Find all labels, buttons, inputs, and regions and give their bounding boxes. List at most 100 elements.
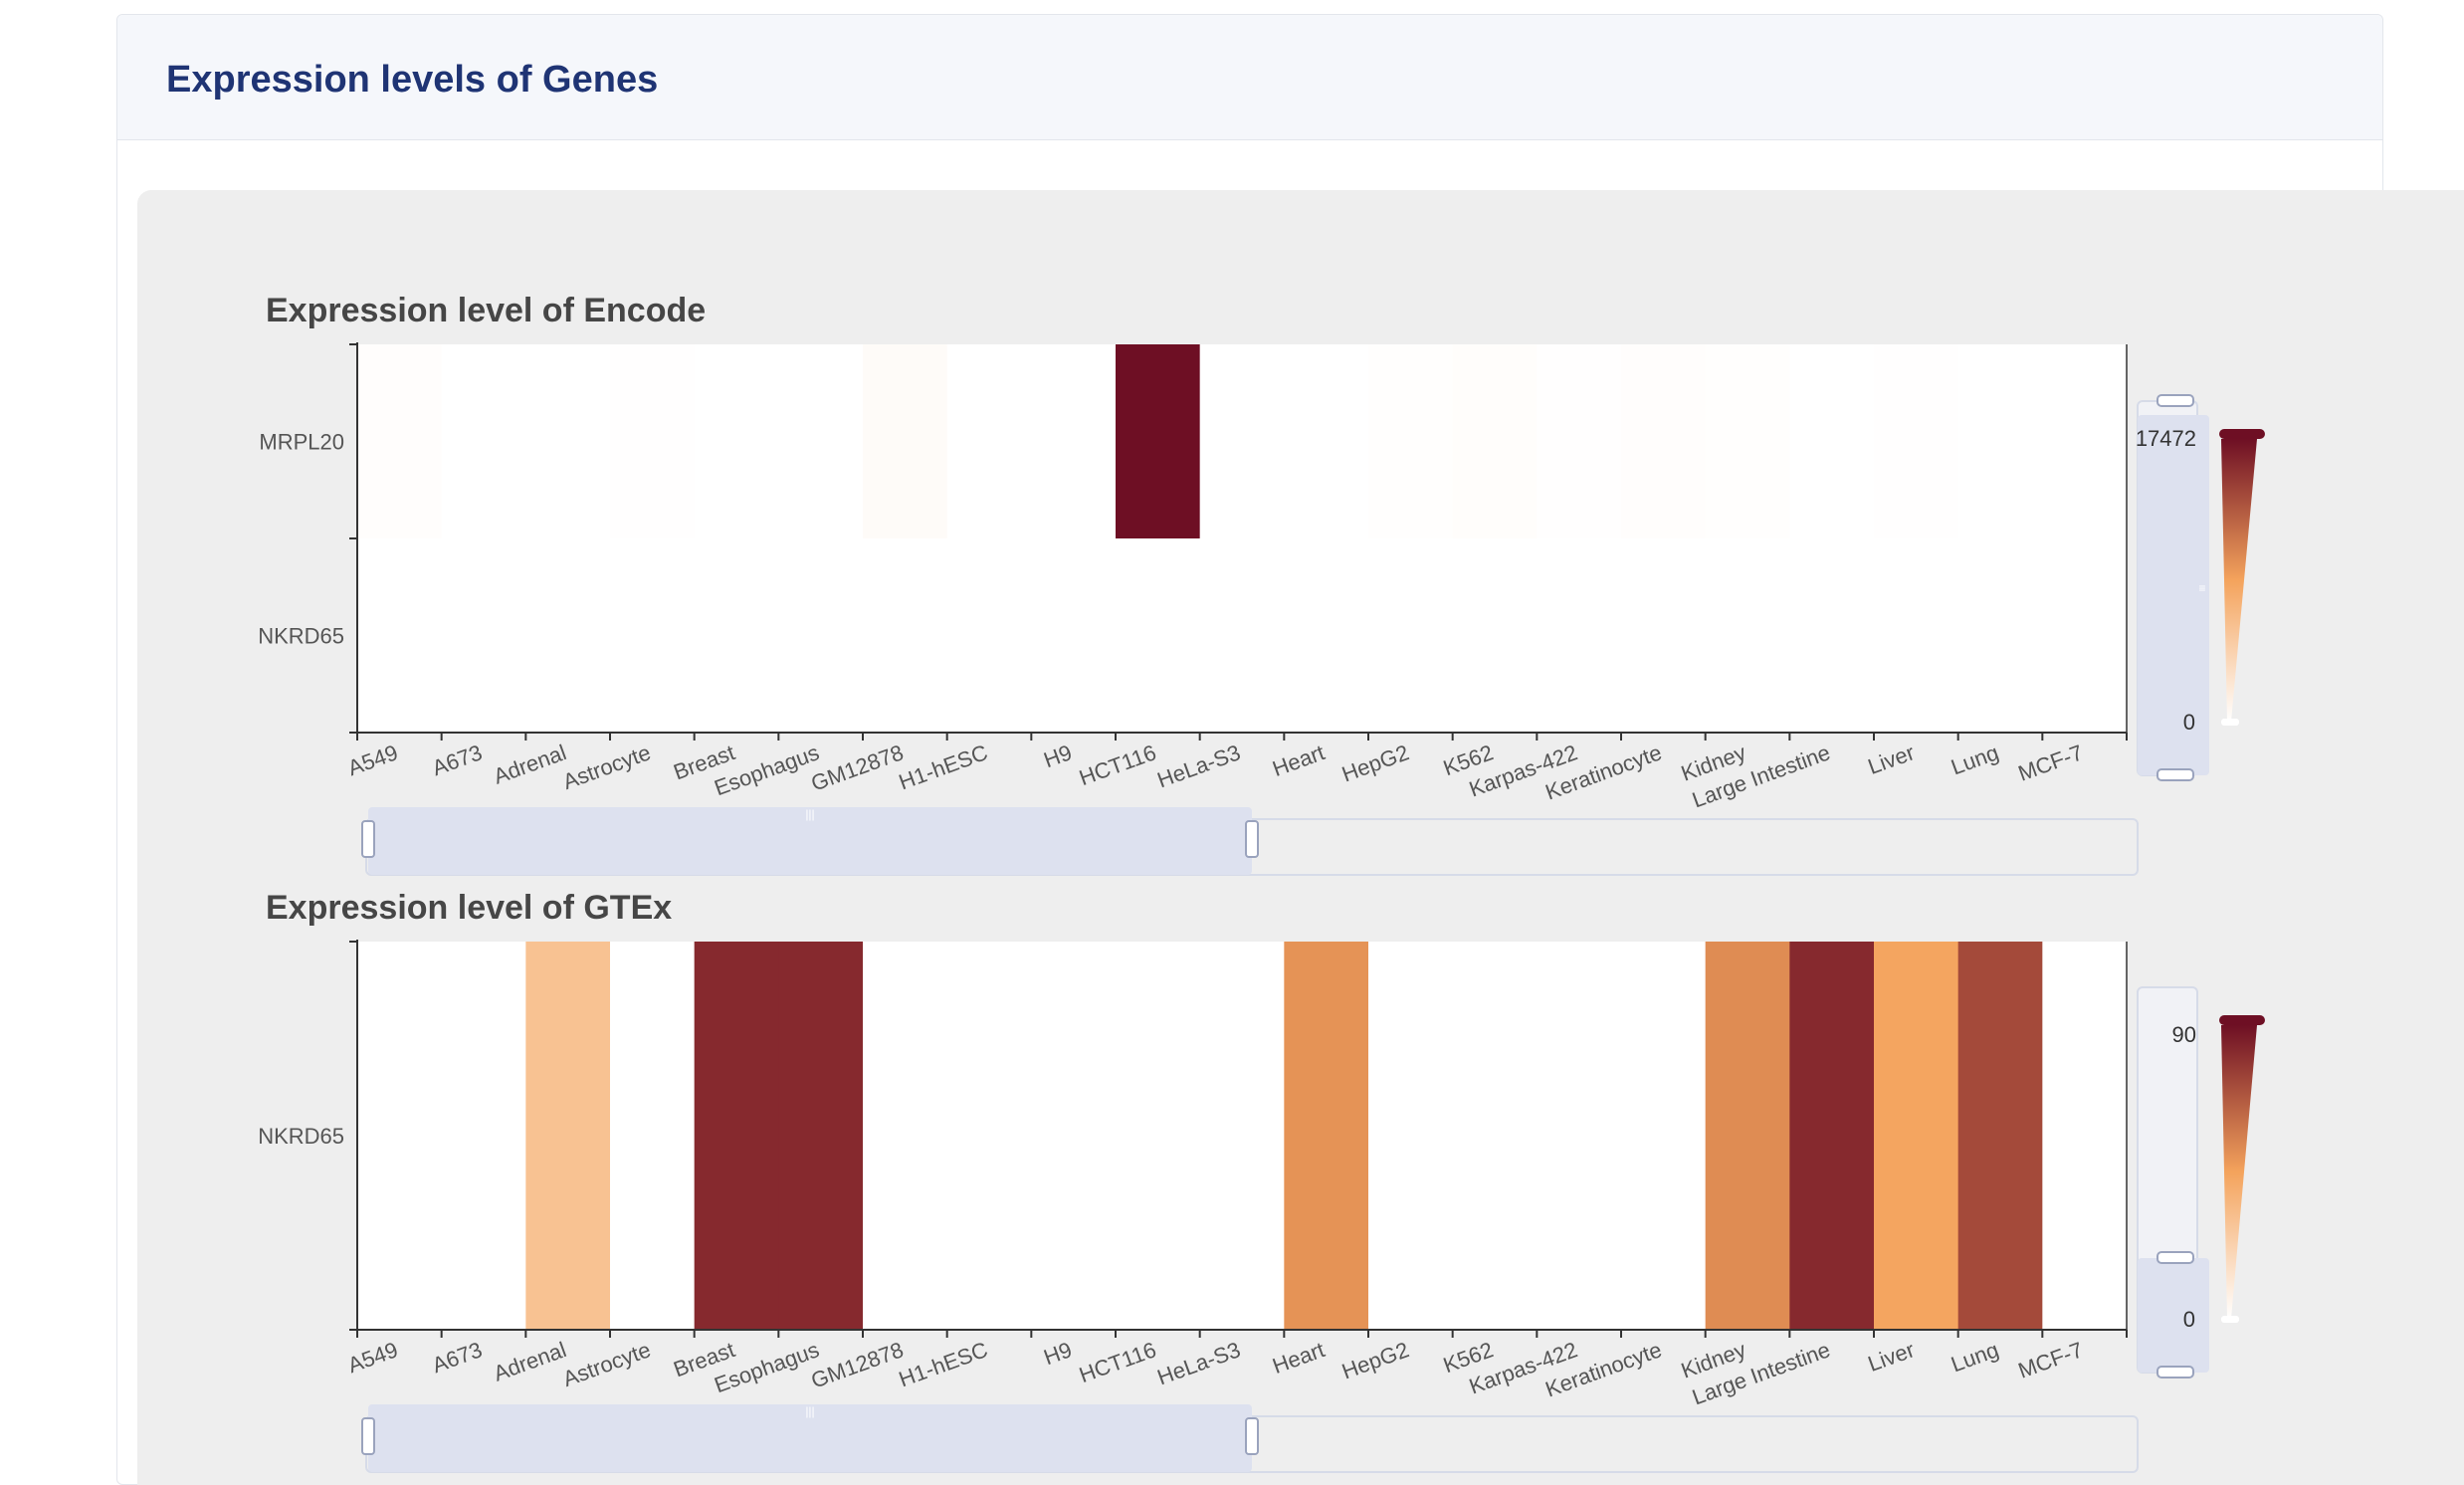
chart1-cell-ANKRD65-Esophagus[interactable] bbox=[778, 538, 864, 734]
chart2-zoom-handle-left[interactable] bbox=[361, 1417, 375, 1455]
chart2-cell-ANKRD65-Karpas-422[interactable] bbox=[1537, 942, 1622, 1331]
chart1-zoom-handle-right[interactable] bbox=[1245, 820, 1259, 858]
chart2-cell-ANKRD65-Esophagus[interactable] bbox=[778, 942, 864, 1331]
chart1-cell-ANKRD65-K562[interactable] bbox=[1452, 538, 1538, 734]
chart1-cell-MRPL20-A549[interactable] bbox=[357, 344, 443, 539]
chart1-x-label-H9: H9 bbox=[1040, 740, 1075, 772]
chart2-cell-ANKRD65-GM12878[interactable] bbox=[863, 942, 948, 1331]
chart1-cell-ANKRD65-A673[interactable] bbox=[441, 538, 526, 734]
chart1-cell-ANKRD65-Karpas-422[interactable] bbox=[1537, 538, 1622, 734]
chart1-cell-MRPL20-Esophagus[interactable] bbox=[778, 344, 864, 539]
chart1-cell-ANKRD65-H9[interactable] bbox=[1031, 538, 1117, 734]
chart1-x-label-Astrocyte: Astrocyte bbox=[559, 740, 654, 794]
chart2-cell-ANKRD65-A549[interactable] bbox=[357, 942, 443, 1331]
chart2-cell-ANKRD65-A673[interactable] bbox=[441, 942, 526, 1331]
chart1-cell-MRPL20-Astrocyte[interactable] bbox=[610, 344, 696, 539]
chart1-visual-map-max-label: 17472 bbox=[2136, 426, 2196, 451]
chart1-cell-MRPL20-H9[interactable] bbox=[1031, 344, 1117, 539]
chart1-cell-ANKRD65-Kidney[interactable] bbox=[1705, 538, 1790, 734]
chart1-cell-ANKRD65-Lung[interactable] bbox=[1957, 538, 2043, 734]
chart1-zoom-slider-selection[interactable] bbox=[368, 807, 1252, 875]
chart2-cell-ANKRD65-H1-hESC[interactable] bbox=[946, 942, 1032, 1331]
chart1-x-label-GM12878: GM12878 bbox=[808, 740, 907, 796]
chart1-cell-MRPL20-Large-Intestine[interactable] bbox=[1789, 344, 1875, 539]
chart2-visual-map-selection[interactable] bbox=[2138, 1258, 2209, 1373]
chart1-zoom-handle-left[interactable] bbox=[361, 820, 375, 858]
chart1-cell-MRPL20-HeLa-S3[interactable] bbox=[1199, 344, 1285, 539]
chart2-cell-ANKRD65-K562[interactable] bbox=[1452, 942, 1538, 1331]
chart2-visual-map-min-label: 0 bbox=[2183, 1307, 2195, 1332]
chart1-visual-map-selection[interactable] bbox=[2138, 415, 2209, 775]
chart1-cell-MRPL20-Adrenal[interactable] bbox=[525, 344, 611, 539]
chart2-cell-ANKRD65-Lung[interactable] bbox=[1957, 942, 2043, 1331]
chart1-x-label-HepG2: HepG2 bbox=[1338, 740, 1412, 786]
chart2-x-label-Liver: Liver bbox=[1865, 1337, 1918, 1377]
chart1-cell-ANKRD65-MCF-7[interactable] bbox=[2042, 538, 2128, 734]
chart2-cell-ANKRD65-Large-Intestine[interactable] bbox=[1789, 942, 1875, 1331]
chart1-cell-MRPL20-HepG2[interactable] bbox=[1368, 344, 1454, 539]
chart1-y-label-ANKRD65: NKRD65 bbox=[258, 624, 344, 649]
chart1-cell-MRPL20-Breast[interactable] bbox=[694, 344, 779, 539]
chart1-cell-MRPL20-Keratinocyte[interactable] bbox=[1621, 344, 1707, 539]
chart1-cell-ANKRD65-A549[interactable] bbox=[357, 538, 443, 734]
chart1-x-label-A673: A673 bbox=[429, 740, 486, 780]
chart1-cell-ANKRD65-Heart[interactable] bbox=[1284, 538, 1369, 734]
chart2-zoom-slider-selection[interactable] bbox=[368, 1404, 1252, 1472]
chart1-cell-MRPL20-H1-hESC[interactable] bbox=[946, 344, 1032, 539]
chart1-cell-ANKRD65-Astrocyte[interactable] bbox=[610, 538, 696, 734]
chart2-cell-ANKRD65-MCF-7[interactable] bbox=[2042, 942, 2128, 1331]
chart1-cell-ANKRD65-H1-hESC[interactable] bbox=[946, 538, 1032, 734]
chart1-color-gradient-bar bbox=[2221, 439, 2257, 722]
chart1-color-handle-bottom[interactable] bbox=[2221, 719, 2239, 726]
chart1-visual-map-handle-top[interactable] bbox=[2156, 394, 2194, 407]
chart1-cell-MRPL20-A673[interactable] bbox=[441, 344, 526, 539]
chart1-visual-map-handle-bottom[interactable] bbox=[2156, 768, 2194, 781]
chart1-cell-MRPL20-Liver[interactable] bbox=[1874, 344, 1959, 539]
chart2-x-label-Adrenal: Adrenal bbox=[491, 1337, 570, 1385]
chart2-color-handle-bottom[interactable] bbox=[2221, 1316, 2239, 1323]
chart2-cell-ANKRD65-Heart[interactable] bbox=[1284, 942, 1369, 1331]
chart2-visual-map-handle-top[interactable] bbox=[2156, 1251, 2194, 1264]
chart2-cell-ANKRD65-HCT116[interactable] bbox=[1116, 942, 1201, 1331]
chart1-y-label-MRPL20: MRPL20 bbox=[259, 430, 344, 455]
chart2-x-label-HepG2: HepG2 bbox=[1338, 1337, 1412, 1383]
chart1-cell-MRPL20-K562[interactable] bbox=[1452, 344, 1538, 539]
chart1-cell-ANKRD65-HepG2[interactable] bbox=[1368, 538, 1454, 734]
chart2-x-label-Lung: Lung bbox=[1948, 1337, 2002, 1377]
chart1-cell-ANKRD65-Adrenal[interactable] bbox=[525, 538, 611, 734]
chart2-cell-ANKRD65-Breast[interactable] bbox=[694, 942, 779, 1331]
chart1-cell-ANKRD65-HeLa-S3[interactable] bbox=[1199, 538, 1285, 734]
chart2-cell-ANKRD65-Liver[interactable] bbox=[1874, 942, 1959, 1331]
chart2-cell-ANKRD65-Kidney[interactable] bbox=[1705, 942, 1790, 1331]
chart1-cell-ANKRD65-Liver[interactable] bbox=[1874, 538, 1959, 734]
chart1-cell-MRPL20-GM12878[interactable] bbox=[863, 344, 948, 539]
chart1-cell-MRPL20-HCT116[interactable] bbox=[1116, 344, 1201, 539]
chart1-cell-MRPL20-Kidney[interactable] bbox=[1705, 344, 1790, 539]
chart2-x-label-GM12878: GM12878 bbox=[808, 1337, 907, 1393]
chart2-zoom-handle-right[interactable] bbox=[1245, 1417, 1259, 1455]
chart1-x-label-Liver: Liver bbox=[1865, 740, 1918, 779]
chart1-cell-MRPL20-Karpas-422[interactable] bbox=[1537, 344, 1622, 539]
chart1-color-handle-top[interactable] bbox=[2219, 429, 2265, 439]
chart1-x-label-A549: A549 bbox=[344, 740, 401, 780]
chart1-cell-ANKRD65-HCT116[interactable] bbox=[1116, 538, 1201, 734]
chart1-cell-MRPL20-MCF-7[interactable] bbox=[2042, 344, 2128, 539]
chart2-cell-ANKRD65-Adrenal[interactable] bbox=[525, 942, 611, 1331]
chart2-visual-map-max-label: 90 bbox=[2172, 1022, 2196, 1047]
chart2-color-handle-top[interactable] bbox=[2219, 1015, 2265, 1025]
chart2-cell-ANKRD65-Astrocyte[interactable] bbox=[610, 942, 696, 1331]
panel-title: Expression levels of Genes bbox=[166, 59, 659, 101]
chart1-cell-MRPL20-Heart[interactable] bbox=[1284, 344, 1369, 539]
chart2-visual-map-handle-bottom[interactable] bbox=[2156, 1366, 2194, 1379]
chart2-cell-ANKRD65-HepG2[interactable] bbox=[1368, 942, 1454, 1331]
chart1-cell-ANKRD65-GM12878[interactable] bbox=[863, 538, 948, 734]
heatmap-charts: Expression level of Encode MRPL20 NKRD65 A5… bbox=[258, 292, 2265, 1473]
chart2-cell-ANKRD65-H9[interactable] bbox=[1031, 942, 1117, 1331]
chart1-cell-ANKRD65-Large-Intestine[interactable] bbox=[1789, 538, 1875, 734]
chart1-cell-ANKRD65-Keratinocyte[interactable] bbox=[1621, 538, 1707, 734]
chart2-cell-ANKRD65-HeLa-S3[interactable] bbox=[1199, 942, 1285, 1331]
chart1-cell-MRPL20-Lung[interactable] bbox=[1957, 344, 2043, 539]
chart1-cell-ANKRD65-Breast[interactable] bbox=[694, 538, 779, 734]
chart2-cell-ANKRD65-Keratinocyte[interactable] bbox=[1621, 942, 1707, 1331]
chart1-visual-map-grip-icon: ≡ bbox=[2198, 581, 2205, 595]
